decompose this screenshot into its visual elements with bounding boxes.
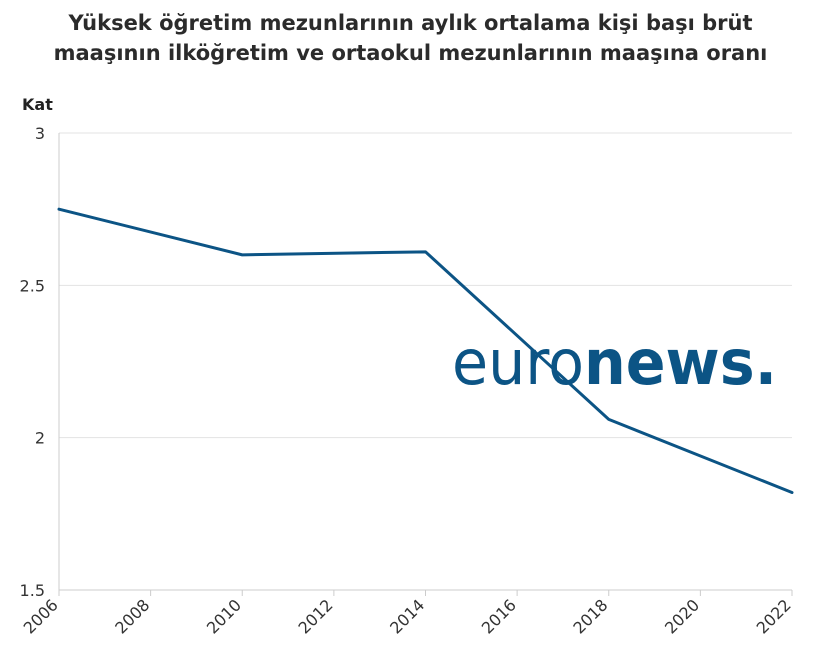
svg-text:euronews.: euronews.	[452, 326, 777, 399]
x-tick-label-5: 2016	[478, 595, 520, 637]
chart-title-line-2: maaşının ilköğretim ve ortaokul mezunlar…	[53, 41, 768, 65]
x-tick-label-1: 2008	[111, 595, 153, 637]
logo-text-news: news	[584, 326, 755, 399]
x-tick-label-3: 2012	[294, 595, 336, 637]
x-tick-label-7: 2020	[661, 595, 703, 637]
x-tick-label-4: 2014	[386, 595, 428, 637]
chart-title-line-1: Yüksek öğretim mezunlarının aylık ortala…	[68, 11, 753, 35]
y-tick-label-0: 1.5	[20, 581, 45, 600]
x-tick-label-6: 2018	[569, 595, 611, 637]
y-axis-unit-label: Kat	[22, 95, 53, 114]
chart-title: Yüksek öğretim mezunlarının aylık ortala…	[0, 8, 821, 68]
x-tick-label-8: 2022	[753, 595, 795, 637]
euronews-logo-watermark: euronews.	[452, 326, 777, 399]
x-tick-label-0: 2006	[20, 595, 62, 637]
y-tick-label-2: 2.5	[20, 276, 45, 295]
grid-lines	[59, 132, 792, 439]
logo-text-dot: .	[755, 326, 777, 399]
y-tick-label-3: 3	[35, 124, 45, 143]
series	[57, 207, 794, 495]
y-tick-label-1: 2	[35, 429, 45, 448]
x-tick-label-2: 2010	[203, 595, 245, 637]
